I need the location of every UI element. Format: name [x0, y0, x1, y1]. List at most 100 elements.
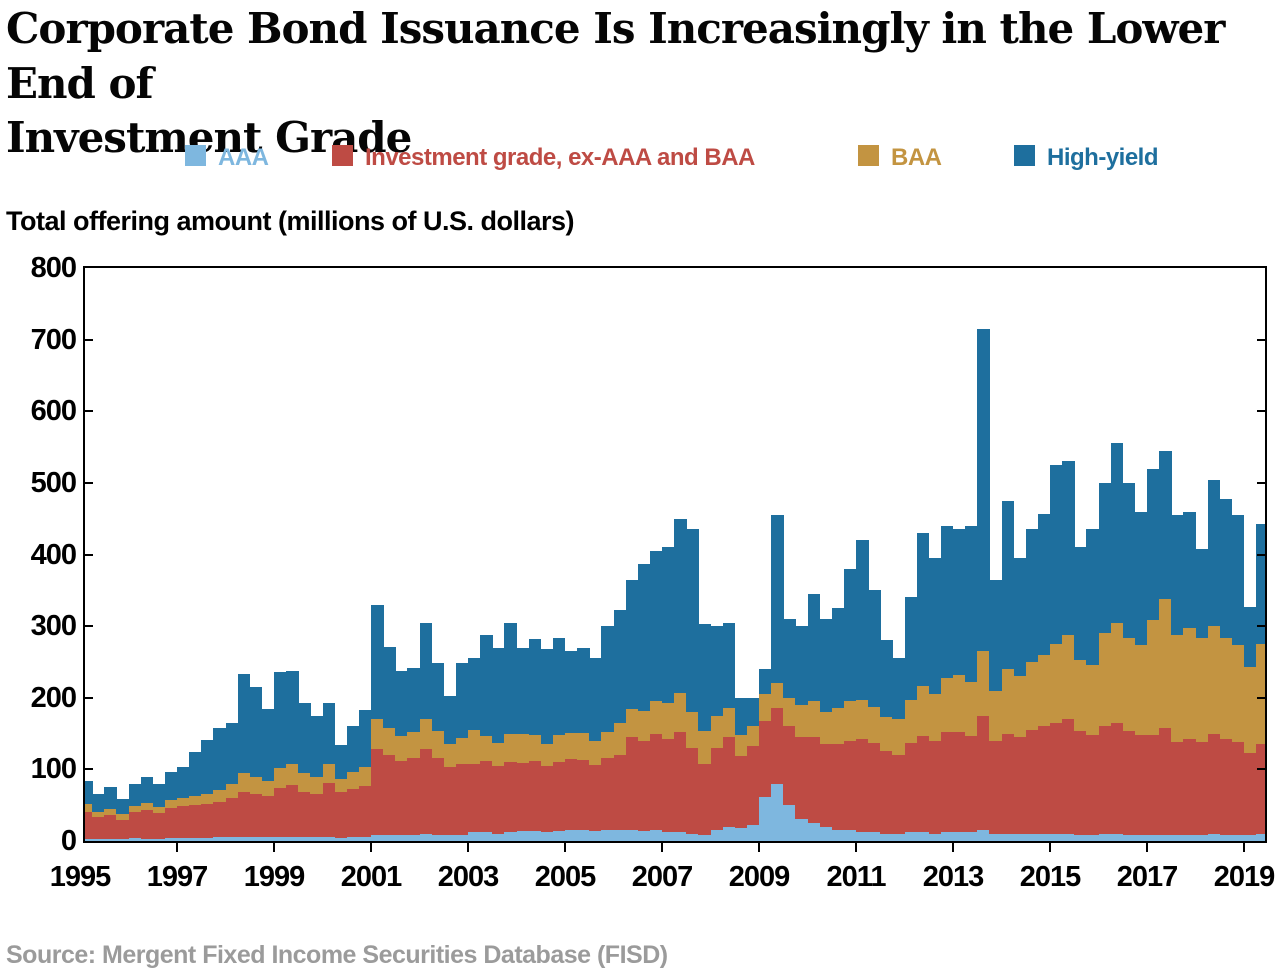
y-tick-label: 700 [30, 323, 77, 356]
bar-segment-aaa [528, 830, 542, 841]
bar-segment-baa [1074, 659, 1087, 732]
bar-segment-investment-grade-ex-aaa-and-baa [1001, 733, 1015, 834]
bar-segment-aaa [225, 837, 239, 841]
stacked-bar-2007Q1 [662, 547, 675, 841]
bar-segment-aaa [1098, 833, 1112, 841]
stacked-bar-2008Q2 [722, 622, 736, 841]
bar-segment-aaa [274, 836, 287, 841]
bar-segment-baa [92, 811, 105, 818]
stacked-bar-2009Q1 [759, 669, 772, 841]
stacked-bar-1999Q4 [310, 715, 323, 841]
bar-segment-high-yield [286, 670, 299, 764]
stacked-bar-2003Q2 [480, 635, 493, 841]
bar-segment-baa [625, 708, 639, 738]
legend-label-investment-grade: Investment grade, ex-AAA and BAA [365, 144, 755, 171]
stacked-bar-2010Q3 [831, 608, 845, 841]
bar-segment-high-yield [1183, 511, 1196, 628]
bar-segment-baa [455, 737, 469, 764]
bar-segment-investment-grade-ex-aaa-and-baa [989, 740, 1002, 834]
bar-segment-high-yield [1159, 451, 1172, 599]
bar-segment-investment-grade-ex-aaa-and-baa [1159, 727, 1172, 836]
bar-segment-aaa [613, 830, 627, 841]
legend-swatch-aaa [185, 145, 206, 166]
bar-segment-investment-grade-ex-aaa-and-baa [128, 812, 142, 839]
stacked-bar-2000Q1 [322, 702, 336, 841]
bar-segment-baa [431, 730, 445, 758]
bar-segment-aaa [1207, 833, 1221, 841]
bar-segment-baa [807, 701, 821, 738]
bar-segment-aaa [1074, 835, 1087, 841]
bar-segment-aaa [504, 832, 517, 841]
bar-segment-investment-grade-ex-aaa-and-baa [637, 741, 651, 831]
bar-segment-investment-grade-ex-aaa-and-baa [1086, 734, 1099, 836]
bar-segment-aaa [1183, 835, 1196, 841]
stacked-bar-2016Q3 [1122, 482, 1136, 841]
bar-segment-aaa [710, 830, 724, 841]
bar-segment-investment-grade-ex-aaa-and-baa [734, 756, 748, 829]
y-tick-left [85, 768, 93, 771]
bar-segment-aaa [625, 830, 639, 841]
bar-segment-aaa [674, 832, 687, 841]
bar-segment-investment-grade-ex-aaa-and-baa [1207, 733, 1221, 834]
bar-segment-baa [1086, 664, 1099, 735]
bar-segment-baa [759, 694, 772, 722]
stacked-bar-2012Q2 [916, 533, 930, 841]
stacked-bar-2002Q1 [419, 622, 433, 841]
bar-segment-high-yield [237, 674, 251, 773]
x-tick-label: 2001 [340, 861, 403, 893]
bar-segment-high-yield [346, 726, 360, 773]
stacked-bar-2011Q4 [892, 658, 905, 841]
bar-segment-baa [310, 777, 323, 795]
stacked-bar-2006Q4 [649, 550, 663, 841]
bar-segment-baa [940, 678, 954, 733]
bar-segment-baa [201, 793, 214, 804]
bar-segment-investment-grade-ex-aaa-and-baa [1244, 752, 1257, 836]
bar-segment-aaa [152, 838, 166, 841]
bar-segment-aaa [1025, 833, 1039, 841]
bar-segment-investment-grade-ex-aaa-and-baa [443, 766, 457, 836]
bar-segment-baa [1062, 634, 1075, 720]
stacked-bar-2004Q2 [528, 639, 542, 841]
bar-segment-high-yield [625, 579, 639, 709]
bar-segment-baa [419, 719, 433, 750]
bar-segment-aaa [698, 835, 711, 841]
bar-segment-aaa [965, 832, 978, 841]
x-tick-label: 2009 [728, 861, 791, 893]
y-tick-label: 600 [30, 395, 77, 428]
bar-segment-investment-grade-ex-aaa-and-baa [322, 782, 336, 838]
legend-swatch-investment-grade [332, 145, 353, 166]
bar-segment-baa [1231, 645, 1245, 743]
stacked-bar-2018Q4 [1231, 515, 1245, 841]
bar-segment-high-yield [310, 715, 323, 778]
stacked-bar-2008Q3 [734, 697, 748, 841]
bar-segment-investment-grade-ex-aaa-and-baa [649, 733, 663, 831]
bar-segment-high-yield [771, 515, 784, 684]
bar-segment-baa [249, 777, 263, 795]
bar-segment-investment-grade-ex-aaa-and-baa [953, 732, 966, 833]
bar-segment-high-yield [1147, 468, 1160, 621]
stacked-bar-2002Q2 [431, 663, 445, 841]
bar-segment-investment-grade-ex-aaa-and-baa [419, 749, 433, 834]
bar-segment-aaa [1086, 835, 1099, 841]
bar-segment-investment-grade-ex-aaa-and-baa [492, 765, 505, 834]
bar-segment-aaa [334, 838, 348, 841]
bar-segment-baa [856, 699, 869, 740]
bar-segment-high-yield [540, 649, 554, 744]
bar-segment-aaa [407, 835, 420, 841]
bar-segment-investment-grade-ex-aaa-and-baa [807, 737, 821, 824]
bar-segment-aaa [843, 830, 857, 841]
bar-segment-high-yield [734, 697, 748, 735]
stacked-bar-2016Q4 [1134, 511, 1148, 841]
chart-title-line1: Corporate Bond Issuance Is Increasingly … [6, 4, 1225, 108]
bar-segment-investment-grade-ex-aaa-and-baa [1098, 726, 1112, 834]
bar-segment-baa [274, 767, 287, 788]
bar-segment-aaa [116, 838, 129, 841]
bar-segment-baa [1183, 627, 1196, 739]
bar-segment-high-yield [807, 593, 821, 702]
bar-segment-aaa [904, 832, 918, 841]
bar-segment-high-yield [164, 772, 178, 801]
bar-segment-aaa [795, 819, 808, 841]
bar-segment-baa [1147, 620, 1160, 735]
stacked-bar-2012Q4 [940, 525, 954, 841]
y-tick-right [1257, 768, 1265, 771]
